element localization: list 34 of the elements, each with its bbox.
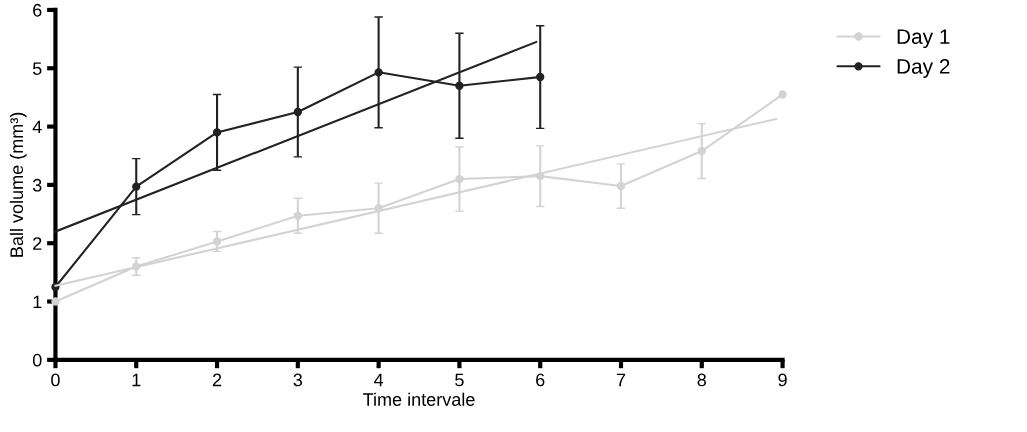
point [778,90,787,99]
point [374,68,383,77]
point [616,181,626,191]
x-tick-label: 5 [455,373,464,387]
x-tick-label: 2 [212,373,222,387]
point [697,146,706,156]
y-tick-label: 0 [32,353,42,367]
y-tick-label: 1 [33,295,42,309]
point [455,81,464,90]
point [212,128,222,137]
y-tick-label: 6 [33,3,42,17]
point [293,211,302,220]
x-tick-label: 3 [293,373,303,387]
y-tick-label: 3 [32,178,42,192]
point [536,72,545,82]
x-tick-label: 7 [616,373,626,387]
y-axis-title: Ball volume (mm³) [9,112,27,257]
x-tick-label: 0 [51,373,60,387]
x-tick-label: 9 [778,373,787,387]
point [212,237,222,246]
x-tick-label: 4 [374,373,384,387]
y-tick-label: 4 [32,120,42,134]
x-tick-label: 1 [132,373,141,387]
point [132,182,141,191]
x-axis-title: Time intervale [363,392,475,406]
y-tick-label: 2 [33,237,42,250]
legend-label: Day 1 [897,29,950,49]
legend-label: Day 2 [897,59,950,78]
y-tick-label: 5 [32,62,42,75]
point [455,174,464,184]
x-tick-label: 6 [536,373,545,387]
point [293,107,302,117]
point [51,297,60,306]
x-tick-label: 8 [697,373,707,387]
